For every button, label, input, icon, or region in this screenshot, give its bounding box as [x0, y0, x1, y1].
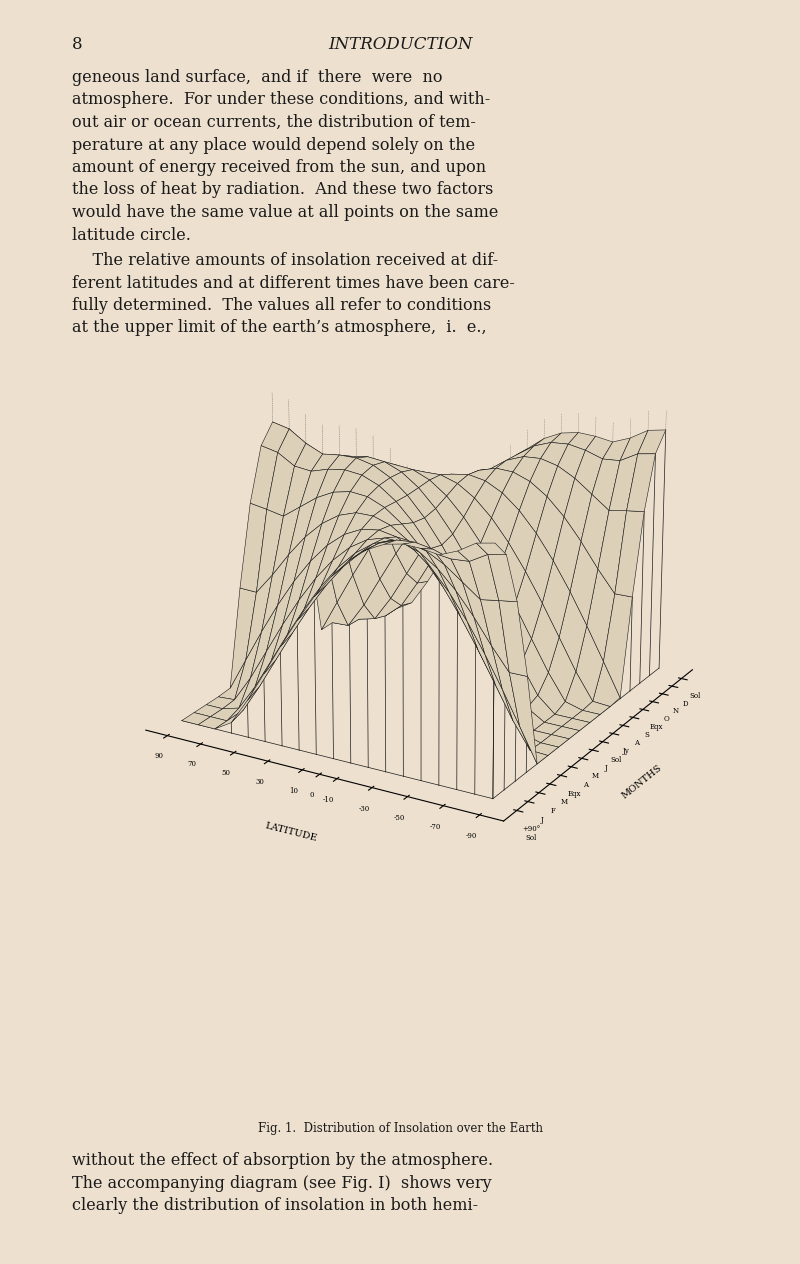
Text: atmosphere.  For under these conditions, and with-: atmosphere. For under these conditions, … — [72, 91, 490, 109]
Text: fully determined.  The values all refer to conditions: fully determined. The values all refer t… — [72, 297, 491, 313]
Text: ferent latitudes and at different times have been care-: ferent latitudes and at different times … — [72, 274, 515, 292]
Text: perature at any place would depend solely on the: perature at any place would depend solel… — [72, 137, 475, 153]
Text: Fig. 1.  Distribution of Insolation over the Earth: Fig. 1. Distribution of Insolation over … — [258, 1122, 542, 1135]
Text: INTRODUCTION: INTRODUCTION — [328, 35, 472, 53]
Text: without the effect of absorption by the atmosphere.: without the effect of absorption by the … — [72, 1152, 493, 1169]
Text: amount of energy received from the sun, and upon: amount of energy received from the sun, … — [72, 159, 486, 176]
Text: out air or ocean currents, the distribution of tem-: out air or ocean currents, the distribut… — [72, 114, 476, 131]
Text: the loss of heat by radiation.  And these two factors: the loss of heat by radiation. And these… — [72, 182, 494, 198]
Text: 8: 8 — [72, 35, 82, 53]
Text: The accompanying diagram (see Fig. I)  shows very: The accompanying diagram (see Fig. I) sh… — [72, 1174, 492, 1192]
Text: The relative amounts of insolation received at dif-: The relative amounts of insolation recei… — [72, 252, 498, 269]
Text: latitude circle.: latitude circle. — [72, 226, 191, 244]
Text: geneous land surface,  and if  there  were  no: geneous land surface, and if there were … — [72, 70, 442, 86]
Y-axis label: LATITUDE: LATITUDE — [264, 822, 318, 843]
Text: would have the same value at all points on the same: would have the same value at all points … — [72, 204, 498, 221]
Text: clearly the distribution of insolation in both hemi-: clearly the distribution of insolation i… — [72, 1197, 478, 1213]
X-axis label: MONTHS: MONTHS — [621, 763, 664, 801]
Text: at the upper limit of the earth’s atmosphere,  i.  e.,: at the upper limit of the earth’s atmosp… — [72, 320, 486, 336]
